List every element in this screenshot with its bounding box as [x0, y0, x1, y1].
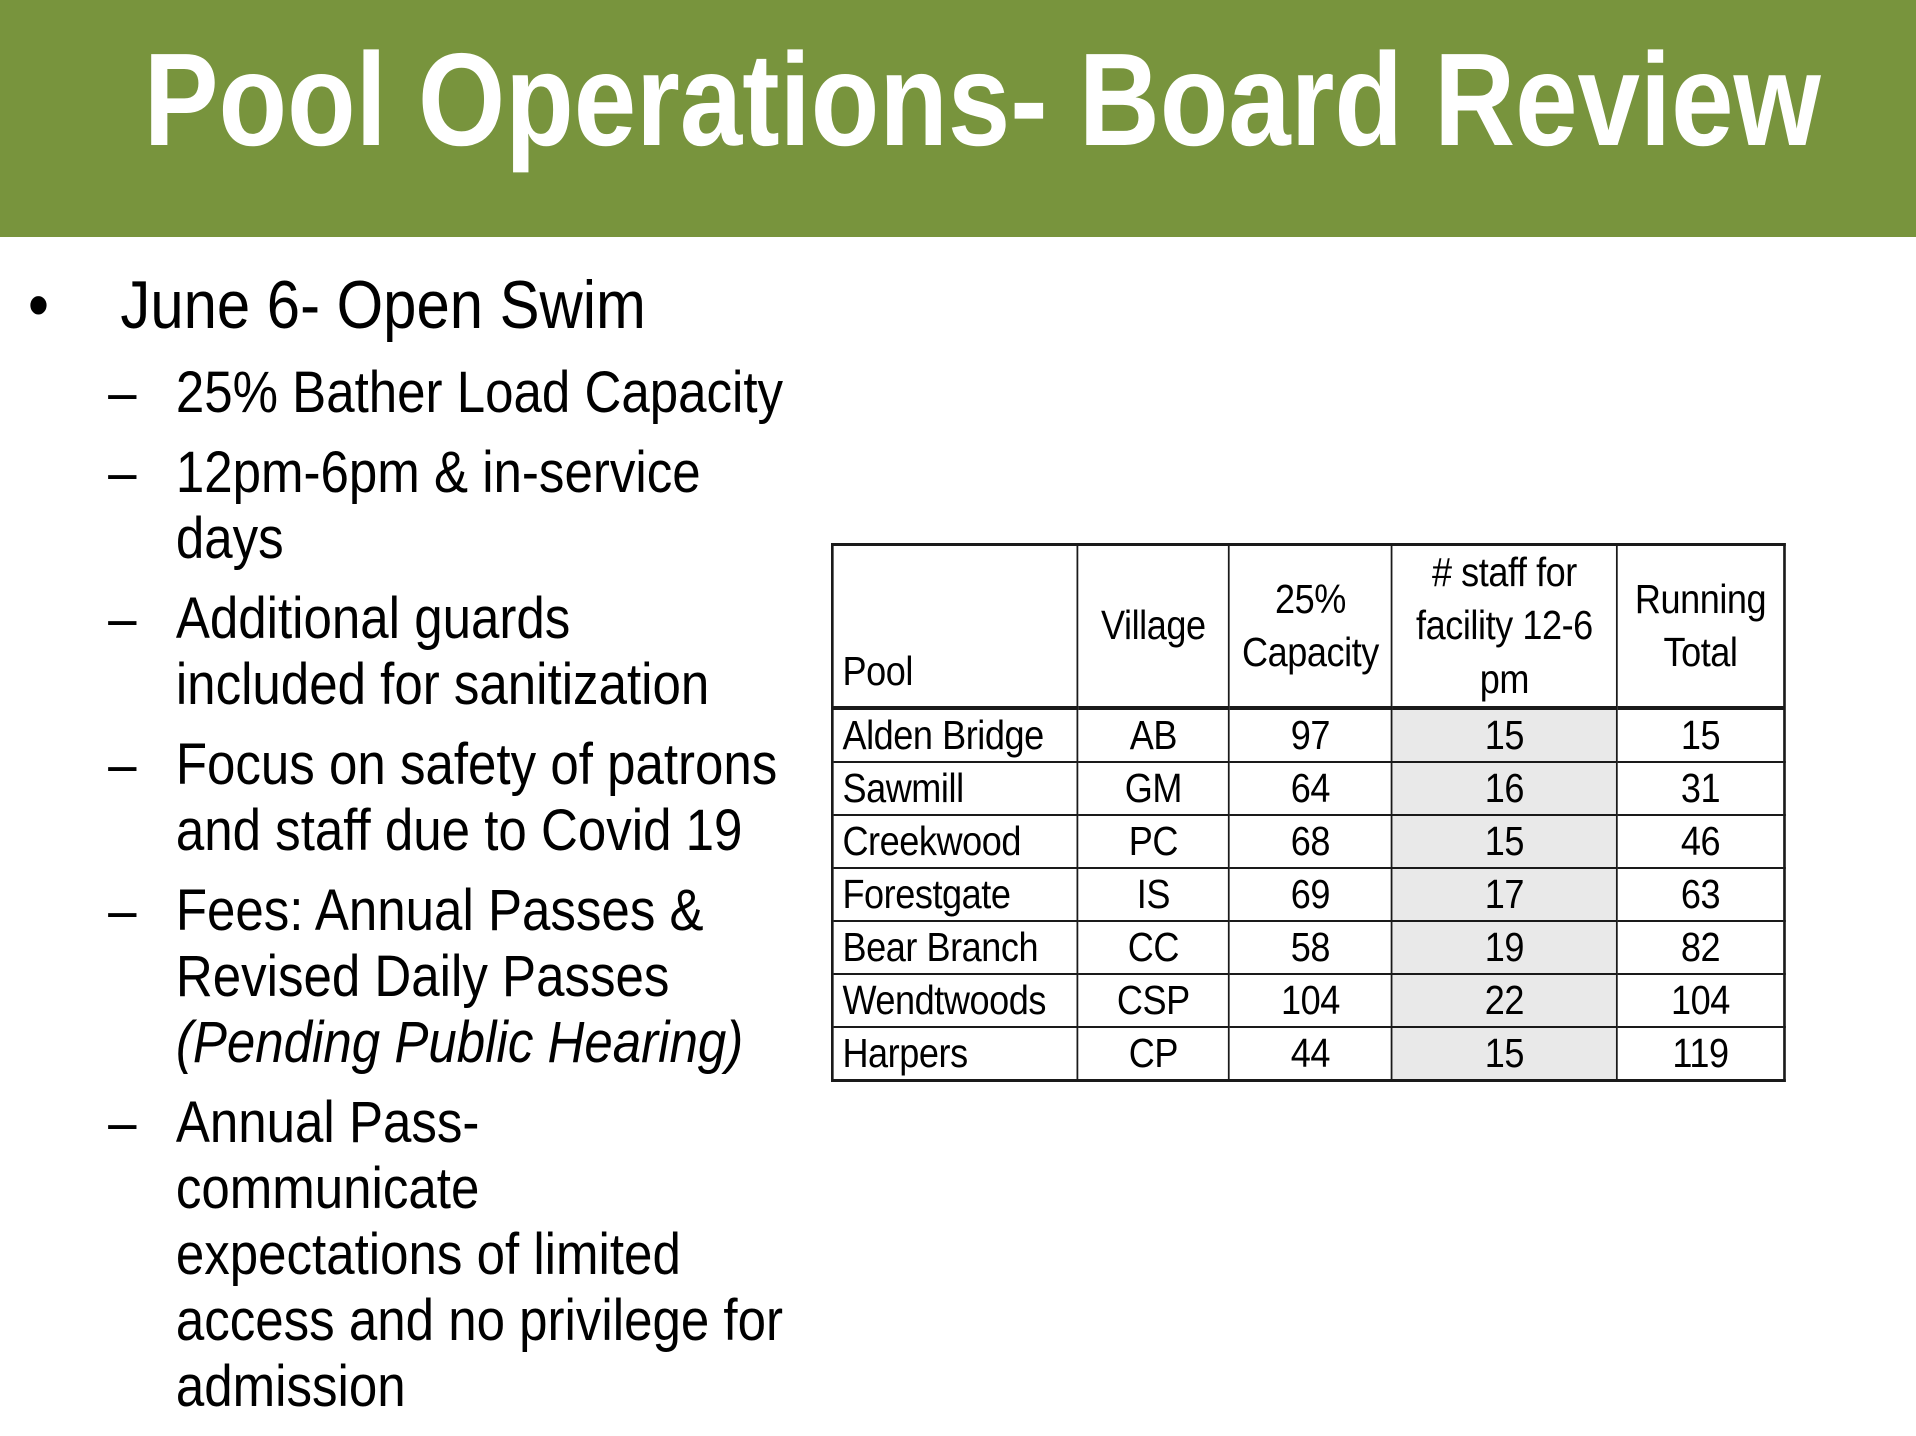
cell-staff: 17 [1390, 866, 1618, 922]
cell-staff: 15 [1390, 813, 1618, 869]
dash-marker: – [108, 586, 137, 651]
cell-village: GM [1076, 760, 1230, 816]
cell-staff: 15 [1390, 706, 1618, 763]
bullet-item-main: • June 6- Open Swim [28, 264, 890, 346]
dash-marker: – [108, 440, 137, 505]
cell-pool: Wendtwoods [831, 972, 1079, 1028]
table-header-row: Pool Village 25% Capacity # staff for fa… [831, 543, 1786, 710]
col-header-village: Village [1076, 543, 1230, 710]
cell-running-total: 46 [1616, 813, 1786, 869]
table-row: Creekwood PC 68 15 46 [831, 813, 1786, 869]
title-banner: Pool Operations- Board Review [0, 0, 1916, 237]
cell-running-total: 82 [1616, 919, 1786, 975]
cell-staff: 15 [1390, 1025, 1618, 1082]
col-header-pool: Pool [831, 543, 1079, 710]
pool-staffing-table: Pool Village 25% Capacity # staff for fa… [831, 543, 1786, 1082]
table-row: Sawmill GM 64 16 31 [831, 760, 1786, 816]
bullet-item-sub: – Additional guards included for sanitiz… [28, 586, 890, 718]
cell-village: CP [1076, 1025, 1230, 1082]
cell-village: CC [1076, 919, 1230, 975]
col-header-running-total: Running Total [1616, 543, 1786, 710]
table: Pool Village 25% Capacity # staff for fa… [831, 543, 1786, 1082]
dash-marker: – [108, 1090, 137, 1155]
cell-capacity: 69 [1228, 866, 1393, 922]
table-row: Harpers CP 44 15 119 [831, 1025, 1786, 1082]
cell-pool: Creekwood [831, 813, 1079, 869]
cell-running-total: 63 [1616, 866, 1786, 922]
cell-village: AB [1076, 706, 1230, 763]
cell-capacity: 58 [1228, 919, 1393, 975]
bullet-item-sub: – Annual Pass- communicate expectations … [28, 1090, 890, 1420]
bullet-text-sub: Additional guards included for sanitizat… [175, 586, 710, 717]
cell-capacity: 97 [1228, 706, 1393, 763]
bullet-list: • June 6- Open Swim – 25% Bather Load Ca… [28, 264, 890, 1420]
cell-running-total: 119 [1616, 1025, 1786, 1082]
bullet-item-sub: – 12pm-6pm & in-service days [28, 440, 890, 572]
cell-pool: Harpers [831, 1025, 1079, 1082]
cell-staff: 19 [1390, 919, 1618, 975]
cell-village: PC [1076, 813, 1230, 869]
bullet-marker: • [28, 267, 49, 343]
cell-running-total: 15 [1616, 706, 1786, 763]
bullet-text-sub: Annual Pass- communicate expectations of… [175, 1090, 783, 1419]
cell-pool: Sawmill [831, 760, 1079, 816]
table-row: Bear Branch CC 58 19 82 [831, 919, 1786, 975]
dash-marker: – [108, 732, 137, 797]
bullet-text-main: June 6- Open Swim [120, 267, 646, 343]
col-header-staff: # staff for facility 12-6 pm [1390, 543, 1618, 710]
table-row: Alden Bridge AB 97 15 15 [831, 706, 1786, 763]
cell-pool: Forestgate [831, 866, 1079, 922]
slide-title: Pool Operations- Board Review [143, 26, 1821, 173]
bullet-text-sub: Fees: Annual Passes & Revised Daily Pass… [176, 878, 891, 1076]
cell-pool: Bear Branch [831, 919, 1079, 975]
col-header-capacity: 25% Capacity [1228, 543, 1393, 710]
bullet-text-sub: 25% Bather Load Capacity [175, 360, 784, 425]
dash-marker: – [108, 360, 137, 425]
bullet-item-sub: – 25% Bather Load Capacity [28, 360, 890, 426]
cell-capacity: 104 [1228, 972, 1393, 1028]
dash-marker: – [108, 878, 137, 943]
cell-pool: Alden Bridge [831, 706, 1079, 763]
cell-village: IS [1076, 866, 1230, 922]
cell-running-total: 104 [1616, 972, 1786, 1028]
bullet-item-sub: – Fees: Annual Passes & Revised Daily Pa… [28, 878, 890, 1076]
bullet-item-sub: – Focus on safety of patrons and staff d… [28, 732, 890, 864]
cell-capacity: 44 [1228, 1025, 1393, 1082]
cell-staff: 22 [1390, 972, 1618, 1028]
bullet-text-normal: Fees: Annual Passes & Revised Daily Pass… [175, 878, 704, 1009]
cell-running-total: 31 [1616, 760, 1786, 816]
cell-village: CSP [1076, 972, 1230, 1028]
bullet-text-sub: Focus on safety of patrons and staff due… [175, 732, 778, 863]
table-row: Forestgate IS 69 17 63 [831, 866, 1786, 922]
cell-capacity: 68 [1228, 813, 1393, 869]
cell-capacity: 64 [1228, 760, 1393, 816]
bullet-text-italic: (Pending Public Hearing) [175, 1010, 744, 1075]
table-row: Wendtwoods CSP 104 22 104 [831, 972, 1786, 1028]
bullet-text-sub: 12pm-6pm & in-service days [175, 440, 701, 571]
cell-staff: 16 [1390, 760, 1618, 816]
